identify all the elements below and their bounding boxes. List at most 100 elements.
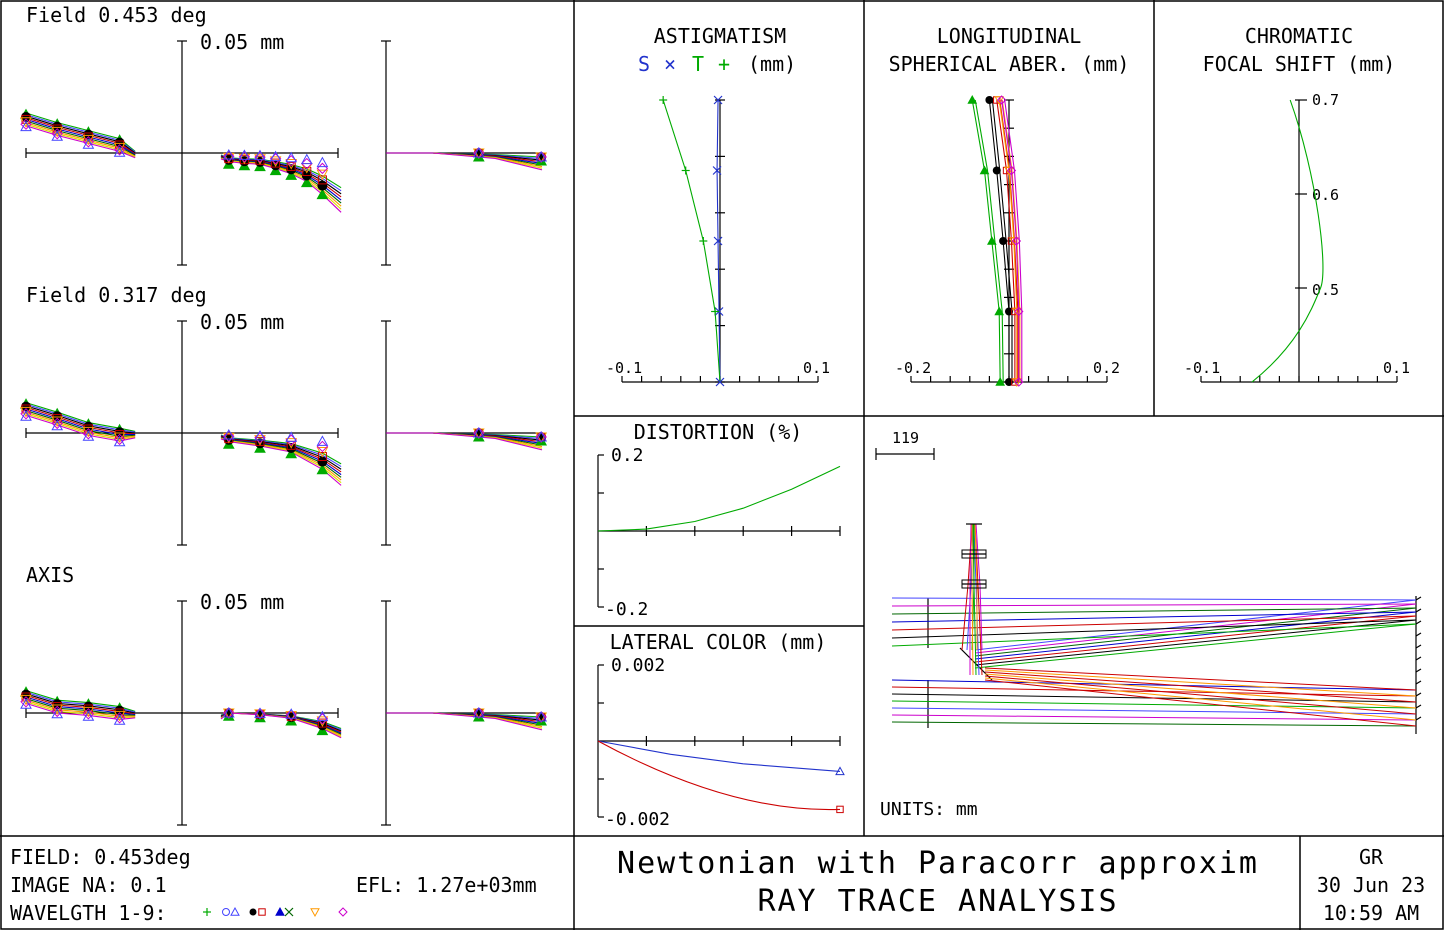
- reflected-ray-lower: [984, 677, 1417, 721]
- sag-marker: [535, 430, 548, 442]
- x-b: [712, 166, 722, 175]
- mirror-hatch: [1415, 656, 1422, 661]
- tan-left-marker: [113, 435, 126, 447]
- focus-ray: [971, 524, 974, 676]
- sag-marker: [535, 150, 548, 162]
- wl-symbol-2b: [230, 906, 240, 916]
- tan-left-marker: [83, 129, 94, 140]
- incoming-ray-lower: [891, 686, 1417, 697]
- long-marker-wl1: [995, 376, 1006, 386]
- astig-tick-left: -0.1: [606, 359, 642, 377]
- long-marker-wl1: [979, 165, 990, 175]
- tan-right-marker: [222, 152, 235, 164]
- tan-right-marker: [316, 435, 329, 446]
- tan-right-marker: [269, 150, 282, 162]
- tan-right-marker: [285, 708, 298, 719]
- astig-s-marker: [713, 95, 723, 105]
- tan-left-marker: [21, 401, 31, 412]
- lat-ytop: 0.002: [611, 655, 665, 676]
- tan-right-marker: [222, 148, 235, 160]
- tan-right-marker: [316, 440, 329, 453]
- x-b: [284, 907, 294, 917]
- chrom-ytick-0: 0.7: [1312, 91, 1339, 109]
- long-marker-wl1: [967, 94, 978, 104]
- x-b: [713, 95, 723, 105]
- reflected-ray: [974, 603, 1417, 654]
- focus-ray: [972, 523, 977, 676]
- long-marker-wl9: [1014, 306, 1024, 317]
- tan-left-marker: [83, 421, 94, 432]
- tan-left-marker: [52, 411, 63, 422]
- incoming-ray-lower: [891, 700, 1417, 709]
- tan-left-marker: [113, 433, 126, 446]
- chrom-curve: [1251, 99, 1324, 383]
- dist-title: DISTORTION (%): [634, 420, 803, 444]
- astig-t-curve: [662, 99, 721, 383]
- tan-left-marker: [20, 120, 32, 132]
- mirror-hatch: [1415, 704, 1422, 709]
- lat-ybottom: -0.002: [605, 809, 670, 830]
- tan-left-marker: [20, 410, 32, 421]
- reflected-ray: [974, 623, 1417, 669]
- tan-right-marker: [222, 706, 235, 718]
- tan-right-marker: [254, 707, 266, 718]
- layout-units: UNITS: mm: [880, 799, 978, 820]
- tan-right-marker: [285, 159, 298, 170]
- tan-left-marker: [52, 121, 63, 132]
- tan-right-marker: [301, 157, 313, 170]
- long-curve-wl7: [998, 99, 1018, 382]
- tan-right-marker: [285, 711, 298, 722]
- long-tick-left: -0.2: [895, 359, 931, 377]
- focus-ray: [973, 523, 980, 676]
- mirror-hatch: [1415, 668, 1422, 673]
- reflected-ray: [974, 607, 1417, 657]
- footer-field: FIELD: 0.453deg: [10, 845, 191, 869]
- tan-left-marker: [21, 689, 31, 700]
- long-curve-wl9-b: [1004, 99, 1023, 382]
- tan-right-marker: [285, 709, 297, 721]
- tan-right-marker: [317, 456, 328, 467]
- tan-left-marker: [114, 137, 125, 148]
- tan-right-marker: [316, 710, 329, 722]
- reflected-ray-lower: [984, 669, 1417, 697]
- tan-left-marker: [82, 710, 95, 721]
- tan-left-marker: [51, 128, 63, 140]
- sag-marker: [472, 426, 485, 438]
- astig-s-marker: [712, 166, 722, 175]
- sag-fan-curve: [386, 152, 543, 171]
- tan-right-marker: [223, 707, 235, 719]
- distortion-curve: [597, 465, 841, 532]
- tan-right-marker: [316, 169, 329, 181]
- long-title-1: LONGITUDINAL: [937, 24, 1082, 48]
- tan-right-marker: [300, 176, 313, 188]
- chrom-tick-left: -0.1: [1184, 359, 1220, 377]
- tan-right-marker: [316, 463, 329, 475]
- tan-right-marker: [238, 151, 251, 163]
- long-curve-wl1-b: [974, 99, 1004, 383]
- wl-symbol-1: [203, 908, 211, 916]
- ray-fan-plots: [20, 40, 548, 826]
- mirror-hatch: [1415, 596, 1422, 601]
- tan-right-marker: [254, 707, 266, 720]
- sag-fan-curve: [386, 712, 543, 731]
- sag-fan-curve: [386, 432, 543, 451]
- tan-left-marker: [113, 146, 126, 157]
- sag-marker: [473, 427, 485, 439]
- dist-ybottom: -0.2: [605, 599, 648, 620]
- tan-right-marker: [271, 158, 281, 168]
- tan-right-marker: [238, 149, 251, 160]
- tan-right-marker: [300, 153, 313, 165]
- reflected-ray-lower: [984, 673, 1417, 709]
- long-marker-wl3: [999, 237, 1008, 245]
- focus-ray: [975, 523, 983, 651]
- chrom-ytick-1: 0.6: [1312, 186, 1339, 204]
- incoming-ray-lower: [891, 679, 1417, 691]
- tan-right-marker: [254, 149, 266, 161]
- tan-left-marker: [82, 136, 95, 148]
- sag-marker: [535, 431, 547, 443]
- fan-scale-0: 0.05 mm: [200, 30, 284, 54]
- astig-s-marker: [713, 236, 723, 246]
- wl-symbol-9: [338, 907, 348, 917]
- lat-title: LATERAL COLOR (mm): [610, 630, 827, 654]
